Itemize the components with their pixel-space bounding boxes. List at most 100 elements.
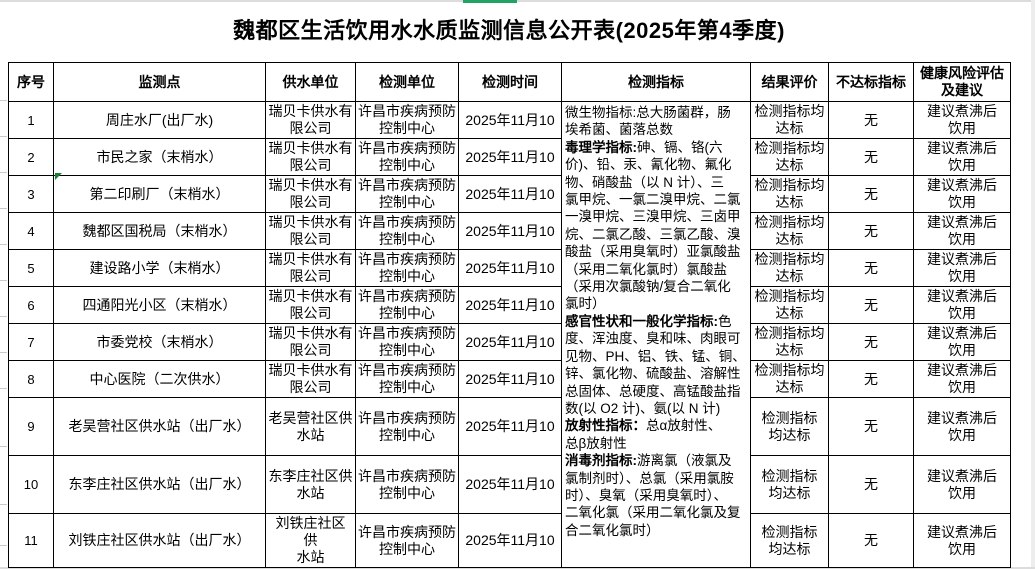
cell-tester: 许昌市疾病预防 控制中心 [355,360,459,398]
window-right-edge [1031,0,1035,569]
gridline-stub [0,244,7,245]
cell-result: 检测指标均 达标 [750,175,829,213]
cell-test-time: 2025年11月10 [458,455,562,514]
cell-tester: 许昌市疾病预防 控制中心 [355,175,459,213]
gridline-stub [0,504,7,505]
table-row: 7 市委党校（末梢水） 瑞贝卡供水有 限公司 许昌市疾病预防 控制中心 2025年11月… [8,323,1011,361]
gridline-stub [0,100,7,101]
gridline-stub [0,388,7,389]
gridline-stub [0,136,7,137]
cell-substandard: 无 [828,101,914,139]
cell-serial: 10 [8,455,54,514]
cell-result: 检测指标 均达标 [750,397,829,456]
cell-supplier: 瑞贝卡供水有 限公司 [265,175,356,213]
cell-substandard: 无 [828,455,914,514]
table-row: 8 中心医院（二次供水） 瑞贝卡供水有 限公司 许昌市疾病预防 控制中心 2025年11… [8,360,1011,398]
column-header-substandard: 不达标指标 [828,62,914,102]
cell-serial: 6 [8,286,54,324]
cell-supplier: 瑞贝卡供水有 限公司 [265,138,356,176]
cell-result: 检测指标 均达标 [750,455,829,514]
table-row: 11 刘铁庄社区供水站（出厂水） 刘铁庄社区 供 水站 许昌市疾病预防 控制中心 202… [8,513,1011,568]
column-header-monitoring-point: 监测点 [53,62,266,102]
cell-monitoring-point: 四通阳光小区（末梢水） [53,286,266,324]
cell-result: 检测指标均 达标 [750,101,829,139]
cell-test-time: 2025年11月10 [458,138,562,176]
cell-supplier: 瑞贝卡供水有 限公司 [265,212,356,250]
column-header-health-advice: 健康风险评估 及建议 [913,62,1011,102]
gridline-stub [0,172,7,173]
cell-monitoring-point: 刘铁庄社区供水站（出厂水） [53,513,266,568]
table-row: 6 四通阳光小区（末梢水） 瑞贝卡供水有 限公司 许昌市疾病预防 控制中心 2025年1… [8,286,1011,324]
cell-indicators: 微生物指标:总大肠菌群，肠 埃希菌、菌落总数 毒理学指标:砷、镉、铬(六 价)、… [561,101,751,568]
cell-result: 检测指标均 达标 [750,212,829,250]
cell-monitoring-point: 老吴营社区供水站（出厂水） [53,397,266,456]
cell-health-advice: 建议煮沸后 饮用 [913,323,1011,361]
cell-tester: 许昌市疾病预防 控制中心 [355,249,459,287]
gridline-stub [0,316,7,317]
gridline-stub [0,352,7,353]
gridline-stub [0,280,7,281]
gridline-stub [0,545,7,546]
green-accent-bar [463,0,517,3]
cell-supplier: 东李庄社区供 水站 [265,455,356,514]
table-row: 3 第二印刷厂（末梢水） 瑞贝卡供水有 限公司 许昌市疾病预防 控制中心 2025年11… [8,175,1011,213]
gridline-stub [0,446,7,447]
cell-health-advice: 建议煮沸后 饮用 [913,212,1011,250]
table-body: 1 周庄水厂(出厂水) 瑞贝卡供水有 限公司 许昌市疾病预防 控制中心 2025年11月… [8,101,1011,568]
cell-tester: 许昌市疾病预防 控制中心 [355,212,459,250]
cell-serial: 5 [8,249,54,287]
cell-health-advice: 建议煮沸后 饮用 [913,249,1011,287]
gridline-stub [0,208,7,209]
cell-serial: 2 [8,138,54,176]
cell-serial: 1 [8,101,54,139]
header-row: 序号 监测点 供水单位 检测单位 检测时间 检测指标 结果评价 不达标指标 健康… [8,62,1011,102]
cell-health-advice: 建议煮沸后 饮用 [913,360,1011,398]
cell-supplier: 瑞贝卡供水有 限公司 [265,360,356,398]
cell-monitoring-point: 市委党校（末梢水） [53,323,266,361]
column-header-tester: 检测单位 [355,62,459,102]
cell-substandard: 无 [828,360,914,398]
cell-health-advice: 建议煮沸后 饮用 [913,138,1011,176]
cell-serial: 7 [8,323,54,361]
cell-comment-flag-icon [55,173,62,180]
cell-health-advice: 建议煮沸后 饮用 [913,397,1011,456]
cell-monitoring-point: 魏都区国税局（末梢水） [53,212,266,250]
cell-result: 检测指标均 达标 [750,249,829,287]
cell-supplier: 刘铁庄社区 供 水站 [265,513,356,568]
table-row: 4 魏都区国税局（末梢水） 瑞贝卡供水有 限公司 许昌市疾病预防 控制中心 2025年1… [8,212,1011,250]
cell-result: 检测指标均 达标 [750,138,829,176]
cell-monitoring-point: 周庄水厂(出厂水) [53,101,266,139]
cell-health-advice: 建议煮沸后 饮用 [913,513,1011,568]
cell-test-time: 2025年11月10 [458,513,562,568]
column-header-serial: 序号 [8,62,54,102]
cell-serial: 4 [8,212,54,250]
cell-substandard: 无 [828,175,914,213]
table-row: 2 市民之家（末梢水） 瑞贝卡供水有 限公司 许昌市疾病预防 控制中心 2025年11月… [8,138,1011,176]
page-title: 魏都区生活饮用水水质监测信息公开表(2025年第4季度) [233,18,785,43]
cell-tester: 许昌市疾病预防 控制中心 [355,138,459,176]
table-row: 9 老吴营社区供水站（出厂水） 老吴营社区供 水站 许昌市疾病预防 控制中心 2025年… [8,397,1011,456]
cell-monitoring-point: 市民之家（末梢水） [53,138,266,176]
cell-test-time: 2025年11月10 [458,175,562,213]
window-top-edge [0,0,1035,2]
cell-substandard: 无 [828,397,914,456]
cell-tester: 许昌市疾病预防 控制中心 [355,323,459,361]
cell-substandard: 无 [828,138,914,176]
cell-result: 检测指标均 达标 [750,286,829,324]
cell-tester: 许昌市疾病预防 控制中心 [355,101,459,139]
cell-test-time: 2025年11月10 [458,323,562,361]
column-header-test-time: 检测时间 [458,62,562,102]
table-row: 10 东李庄社区供水站（出厂水） 东李庄社区供 水站 许昌市疾病预防 控制中心 2025… [8,455,1011,514]
window-bottom-edge [0,567,1035,569]
cell-supplier: 瑞贝卡供水有 限公司 [265,249,356,287]
cell-tester: 许昌市疾病预防 控制中心 [355,455,459,514]
cell-health-advice: 建议煮沸后 饮用 [913,286,1011,324]
cell-supplier: 瑞贝卡供水有 限公司 [265,101,356,139]
cell-monitoring-point: 建设路小学（末梢水） [53,249,266,287]
cell-tester: 许昌市疾病预防 控制中心 [355,286,459,324]
cell-tester: 许昌市疾病预防 控制中心 [355,397,459,456]
cell-test-time: 2025年11月10 [458,249,562,287]
cell-substandard: 无 [828,212,914,250]
cell-supplier: 瑞贝卡供水有 限公司 [265,286,356,324]
cell-substandard: 无 [828,513,914,568]
